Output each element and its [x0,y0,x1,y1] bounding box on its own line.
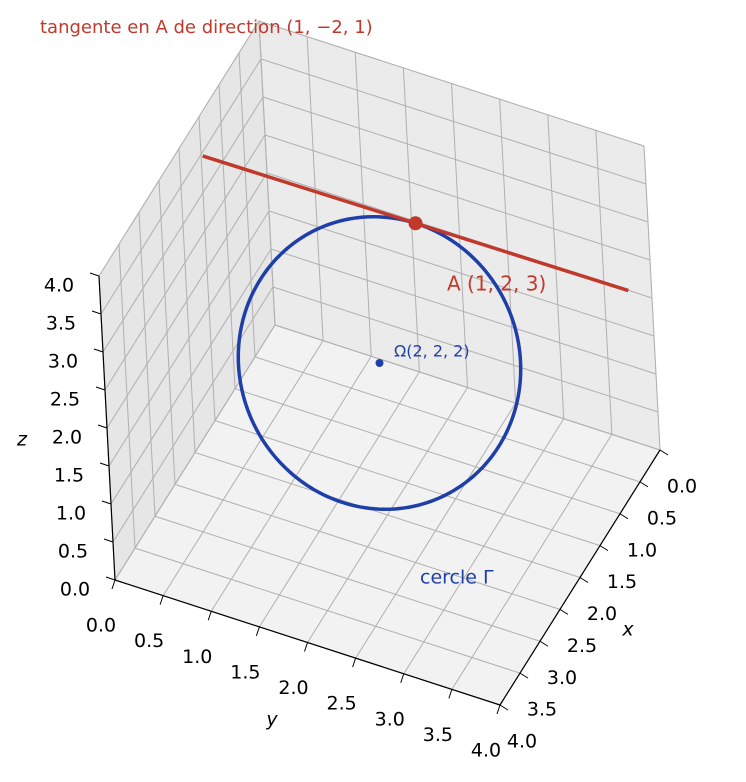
x-tick-label: 1.0 [627,539,657,561]
z-tick-label: 4.0 [44,275,74,297]
grid-line [307,387,468,643]
grid-line [403,418,565,675]
x-tick [579,577,589,583]
y-tick-label: 1.0 [182,646,212,668]
center-label: Ω(2, 2, 2) [394,342,470,361]
grid-line [268,210,655,337]
x-tick-label: 0.5 [647,507,677,529]
x-tick-label: 3.0 [547,667,577,689]
circle-label: cercle Γ [420,567,494,589]
y-tick-label: 0.0 [86,615,116,637]
z-tick-label: 3.0 [48,351,78,373]
grid-line [270,248,657,375]
y-tick [400,673,405,683]
x-tick [559,608,569,615]
grid-line [162,340,324,596]
y-tick-label: 1.5 [230,661,260,683]
chart-title: tangente en A de direction (1, −2, 1) [40,17,373,38]
y-tick-label: 3.0 [375,708,405,730]
y-tick [255,626,260,637]
circle [236,215,523,511]
y-tick [207,611,212,621]
x-axis-label: x [621,619,634,641]
z-tick [101,500,112,505]
x-tick-label: 1.5 [607,571,637,593]
x-tick [659,449,669,456]
y-tick [496,704,501,715]
x-tick [499,704,509,711]
x-tick [599,545,609,552]
grid-line [260,58,647,185]
z-tick-label: 2.0 [52,427,82,449]
z-tick-label: 0.5 [58,541,88,563]
grid-line [258,20,645,147]
grid-line [355,402,517,659]
grid-line [451,434,613,690]
point-a [408,216,423,231]
z-tick [97,424,108,429]
y-tick [111,579,116,590]
grid-line [262,96,649,223]
z-tick-label: 2.5 [50,389,80,411]
y-tick [304,642,308,652]
y-tick-label: 2.0 [278,677,308,699]
center-point [375,359,384,367]
grid-line [108,210,270,467]
y-tick-label: 4.0 [471,740,501,762]
grid-line [110,248,272,505]
z-tick [89,272,100,277]
x-tick-label: 2.0 [587,603,617,625]
x-tick-label: 2.5 [567,635,597,657]
z-tick-label: 0.0 [60,579,90,601]
z-axis-label: z [16,429,28,451]
x-tick [619,513,629,520]
x-tick [639,481,649,488]
y-tick-label: 3.5 [423,724,453,746]
grid-line [98,20,260,277]
grid-line [112,286,274,543]
z-tick [105,576,116,581]
grid-line [100,58,262,315]
z-tick [99,462,110,467]
x-tick-label: 0.0 [667,476,697,498]
grid-line [104,134,266,391]
grid-line [102,96,264,353]
z-tick [103,538,114,543]
y-tick [159,595,164,605]
x-tick [539,640,549,647]
y-tick [352,657,357,668]
z-tick [93,348,104,353]
y-tick-label: 0.5 [134,630,164,652]
grid-line [210,355,372,612]
z-tick-label: 1.0 [56,503,86,525]
grid-line [258,371,420,628]
grid-line [274,324,661,451]
z-tick-label: 1.5 [54,465,84,487]
y-tick [448,689,453,699]
grid-line [272,286,659,413]
x-tick-label: 3.5 [527,699,557,721]
x-tick-label: 4.0 [507,731,537,753]
y-axis-label: y [265,709,278,731]
x-tick [519,672,529,679]
grid-line [106,172,268,429]
z-tick [95,386,106,391]
z-tick-label: 3.5 [46,313,76,335]
y-tick-label: 2.5 [327,693,357,715]
grid-line [264,134,651,261]
grid-line [114,324,276,581]
z-tick [91,310,102,315]
